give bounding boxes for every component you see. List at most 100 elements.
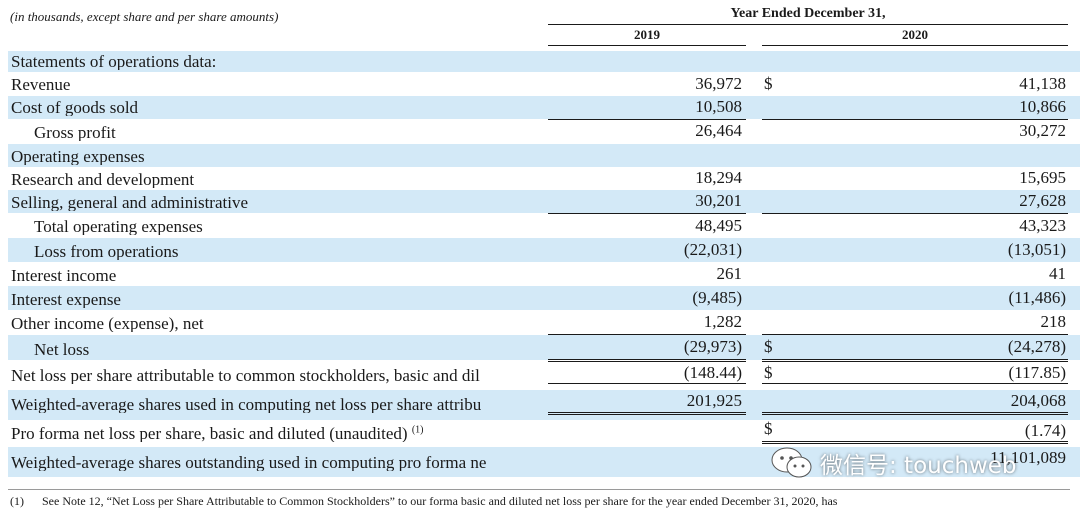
row-shade: [8, 190, 548, 213]
total-underline-2020-double: [762, 361, 1068, 362]
value-2020: 43,323: [1019, 216, 1066, 235]
currency-symbol: $: [764, 337, 773, 356]
total-underline-2020: [762, 383, 1068, 384]
column-header-2020: 2020: [902, 27, 928, 42]
table-row: Gross profit 26,464 30,272: [8, 120, 1072, 143]
value-2019: 36,972: [695, 74, 742, 93]
column-header-2019: 2019: [634, 27, 660, 42]
row-shade: [8, 390, 548, 420]
row-shade: [8, 447, 548, 477]
value-2019: 30,201: [695, 191, 742, 210]
footnote-number: (1): [10, 494, 24, 508]
row-shade: [548, 238, 1080, 262]
row-label: Gross profit: [34, 124, 116, 141]
value-2020: (24,278): [1007, 337, 1066, 356]
value-2020: 27,628: [1019, 191, 1066, 210]
table-row: Total operating expenses 48,495 43,323: [8, 214, 1072, 238]
value-2020: 30,272: [1019, 121, 1066, 140]
table-row: Selling, general and administrative 30,2…: [8, 190, 1080, 213]
currency-symbol: $: [764, 74, 773, 93]
table-row: Other income (expense), net 1,282 218: [8, 310, 1072, 334]
total-underline-2020: [762, 359, 1068, 360]
value-2020: 10,866: [1019, 97, 1066, 116]
total-underline-2020-double: [762, 443, 1068, 444]
table-row: Weighted-average shares outstanding used…: [8, 447, 1080, 477]
row-label: Pro forma net loss per share, basic and …: [11, 425, 548, 442]
footnote-text: See Note 12, “Net Loss per Share Attribu…: [42, 494, 838, 508]
value-2020: 15,695: [1019, 168, 1066, 187]
footnote: (1) See Note 12, “Net Loss per Share Attr…: [10, 494, 837, 509]
row-label: Operating expenses: [11, 148, 145, 165]
subtotal-underline-2020: [762, 213, 1068, 214]
row-label: Interest expense: [11, 291, 121, 308]
value-2019: 261: [716, 264, 743, 283]
row-shade: [8, 51, 548, 72]
value-2019: 10,508: [695, 97, 742, 116]
row-shade: [548, 144, 1080, 167]
row-label: Cost of goods sold: [11, 99, 139, 116]
subtotal-underline-2019: [548, 119, 746, 120]
table-row: Weighted-average shares used in computin…: [8, 390, 1080, 420]
row-shade: [548, 390, 1080, 420]
period-underline: [548, 24, 1068, 25]
period-heading: Year Ended December 31,: [730, 6, 886, 21]
subtotal-underline-2019: [548, 334, 746, 335]
row-label: Selling, general and administrative: [11, 194, 248, 211]
value-2019: 1,282: [703, 312, 742, 331]
table-row: Interest expense (9,485) (11,486): [8, 286, 1080, 310]
total-underline-2020: [762, 412, 1068, 413]
row-label: Statements of operations data:: [11, 53, 217, 70]
value-2020: 11,101,089: [990, 448, 1066, 467]
table-row: Pro forma net loss per share, basic and …: [8, 420, 1072, 446]
table-row: Loss from operations (22,031) (13,051): [8, 238, 1080, 262]
row-label: Research and development: [11, 171, 195, 188]
row-shade: [8, 96, 548, 119]
currency-symbol: $: [764, 419, 773, 438]
table-row: Cost of goods sold 10,508 10,866: [8, 96, 1080, 119]
footnote-marker: (1): [411, 425, 424, 436]
row-shade: [548, 190, 1080, 213]
row-shade: [8, 238, 548, 262]
row-label: Revenue: [11, 76, 71, 93]
row-shade: [548, 447, 1080, 477]
row-shade: [8, 335, 548, 360]
row-label: Other income (expense), net: [11, 315, 204, 332]
row-shade: [548, 51, 1080, 72]
total-underline-2019: [548, 412, 746, 413]
subtotal-underline-2019: [548, 213, 746, 214]
value-2019: (22,031): [683, 240, 742, 259]
value-2020: 204,068: [1010, 391, 1066, 410]
row-label-text: Pro forma net loss per share, basic and …: [11, 425, 408, 442]
total-underline-2020-double: [762, 414, 1068, 415]
subtotal-underline-2020: [762, 334, 1068, 335]
currency-symbol: $: [764, 363, 773, 382]
row-label: Total operating expenses: [34, 218, 203, 235]
footnote-rule: [8, 489, 1070, 490]
value-2019: (29,973): [683, 337, 742, 356]
total-underline-2020: [762, 441, 1068, 442]
value-2019: (148.44): [683, 363, 742, 382]
table-row: Research and development 18,294 15,695: [8, 167, 1072, 190]
value-2019: 26,464: [695, 121, 742, 140]
total-underline-2019-double: [548, 414, 746, 415]
table-caption: (in thousands, except share and per shar…: [10, 9, 279, 24]
row-label: Loss from operations: [34, 243, 179, 260]
row-shade: [548, 96, 1080, 119]
value-2019: (9,485): [692, 288, 742, 307]
row-label: Interest income: [11, 267, 117, 284]
table-row: Statements of operations data:: [8, 51, 1080, 72]
row-shade: [8, 144, 548, 167]
table-row: Net loss (29,973) $ (24,278): [8, 335, 1080, 360]
total-underline-2019: [548, 359, 746, 360]
total-underline-2019: [548, 383, 746, 384]
total-underline-2019-double: [548, 361, 746, 362]
table-row: Interest income 261 41: [8, 262, 1072, 286]
row-label: Weighted-average shares outstanding used…: [11, 454, 487, 471]
row-shade: [548, 286, 1080, 310]
watermark-text: 微信号: touchweb: [820, 453, 1017, 479]
value-2020: (11,486): [1008, 288, 1066, 307]
value-2020: 218: [1040, 312, 1067, 331]
row-shade: [548, 335, 1080, 360]
subtotal-underline-2020: [762, 119, 1068, 120]
value-2020: 41,138: [1019, 74, 1066, 93]
